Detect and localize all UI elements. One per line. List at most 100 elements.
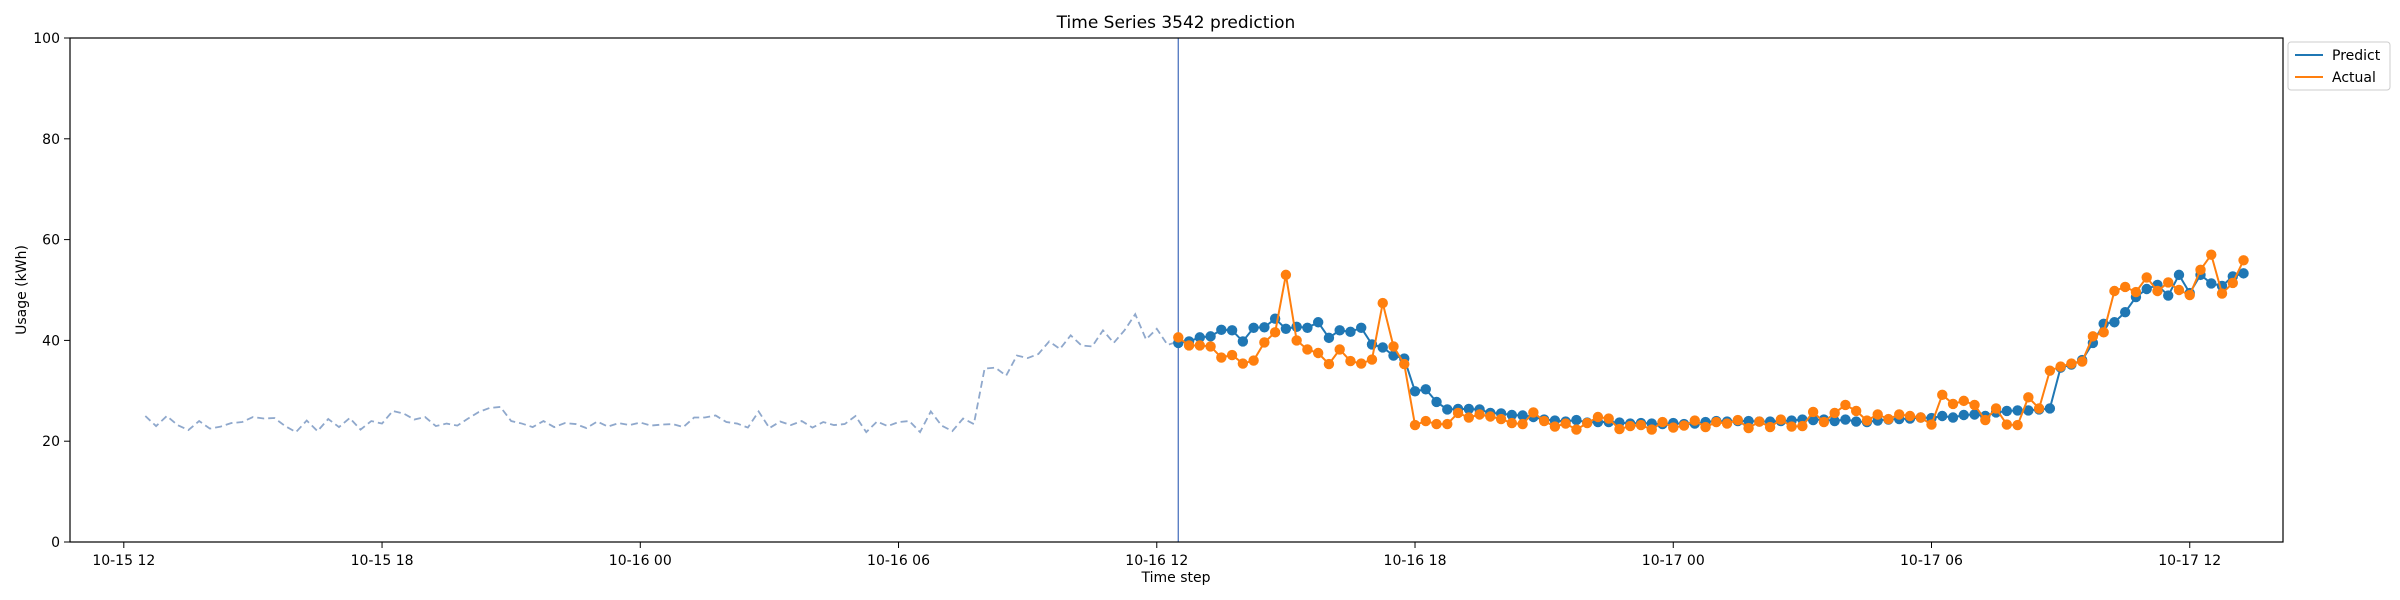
x-tick-label: 10-16 00 (609, 553, 672, 569)
point-actual (1872, 409, 1883, 420)
y-tick-label: 20 (42, 434, 60, 450)
point-actual (1743, 422, 1754, 434)
x-tick-label: 10-15 18 (351, 553, 414, 569)
point-predict (1807, 414, 1819, 426)
point-actual (1581, 417, 1593, 429)
point-actual (2012, 419, 2023, 431)
x-axis-label: Time step (1141, 570, 1211, 586)
plot-frame (69, 37, 2284, 543)
point-actual (1312, 347, 1324, 359)
series-line-actual (1177, 252, 2245, 431)
point-predict (1420, 384, 1431, 395)
plot-area (69, 37, 2284, 543)
point-actual (1302, 344, 1313, 355)
point-actual (1614, 423, 1625, 435)
point-actual (2206, 249, 2217, 260)
point-actual (2066, 358, 2077, 369)
point-actual (1366, 354, 1378, 365)
point-actual (1538, 415, 1550, 427)
x-tick-label: 10-17 00 (1642, 553, 1705, 569)
point-actual (2076, 356, 2088, 367)
point-actual (1721, 418, 1733, 429)
point-actual (2195, 264, 2206, 276)
point-actual (1797, 420, 1808, 432)
point-actual (1194, 340, 1206, 351)
point-actual (1861, 415, 1873, 426)
point-actual (2109, 285, 2120, 297)
point-actual (1248, 355, 1259, 366)
point-predict (2238, 268, 2249, 279)
point-actual (2227, 277, 2238, 289)
point-actual (1183, 340, 1195, 351)
point-actual (2033, 403, 2045, 414)
point-predict (1517, 410, 1528, 421)
point-predict (1409, 386, 1421, 397)
point-predict (1506, 409, 1518, 421)
point-actual (2141, 272, 2152, 283)
point-predict (1850, 416, 1862, 427)
legend-label-actual: Actual (2332, 70, 2376, 86)
point-actual (1388, 341, 1399, 352)
point-actual (1775, 414, 1787, 425)
point-actual (1818, 416, 1830, 428)
point-actual (1517, 418, 1528, 430)
point-actual (1840, 399, 1851, 411)
point-actual (1291, 335, 1302, 346)
point-actual (1226, 349, 1238, 361)
point-predict (1958, 409, 1969, 421)
point-actual (2130, 286, 2142, 298)
point-predict (2109, 317, 2120, 328)
point-predict (1388, 350, 1399, 361)
point-actual (2163, 277, 2174, 288)
point-actual (2098, 327, 2109, 338)
x-tick-label: 10-16 06 (867, 553, 930, 569)
point-predict (1302, 322, 1313, 333)
point-predict (2206, 278, 2217, 289)
point-predict (2044, 403, 2056, 414)
point-actual (1216, 352, 1227, 363)
point-actual (1345, 355, 1356, 367)
point-predict (1937, 410, 1948, 422)
point-actual (1894, 409, 1905, 420)
point-predict (1840, 414, 1851, 425)
point-actual (1528, 407, 1539, 418)
point-actual (1990, 403, 2002, 414)
point-actual (1474, 409, 1485, 420)
point-predict (1345, 326, 1356, 338)
point-actual (2184, 289, 2195, 301)
point-actual (1732, 414, 1744, 426)
point-actual (2152, 285, 2163, 297)
y-tick-label: 100 (33, 31, 60, 47)
point-predict (2119, 306, 2131, 318)
point-actual (1603, 413, 1614, 424)
point-actual (1442, 418, 1453, 430)
point-actual (1420, 415, 1431, 427)
point-predict (2023, 405, 2034, 416)
point-predict (1377, 342, 1388, 353)
y-tick-label: 40 (42, 333, 60, 349)
x-tick-label: 10-16 12 (1125, 553, 1188, 569)
point-predict (2173, 269, 2185, 281)
point-predict (1463, 403, 1475, 415)
point-actual (1850, 405, 1862, 417)
point-predict (1323, 332, 1335, 344)
point-predict (2163, 290, 2174, 301)
y-tick-label: 80 (42, 132, 60, 148)
point-actual (1786, 421, 1797, 432)
legend-label-predict: Predict (2332, 48, 2381, 64)
point-predict (1431, 396, 1442, 408)
x-tick-label: 10-17 12 (2158, 553, 2221, 569)
point-actual (1980, 414, 1991, 426)
point-actual (2001, 419, 2013, 430)
point-predict (1237, 336, 1249, 347)
point-predict (2141, 283, 2152, 295)
point-actual (1452, 407, 1464, 419)
point-actual (1485, 411, 1496, 422)
point-actual (1205, 341, 1216, 352)
point-predict (1312, 317, 1324, 328)
point-actual (1571, 424, 1582, 435)
series-layer (1173, 249, 2249, 435)
point-actual (2173, 284, 2185, 296)
point-actual (1625, 420, 1636, 432)
y-tick-label: 60 (42, 233, 60, 249)
